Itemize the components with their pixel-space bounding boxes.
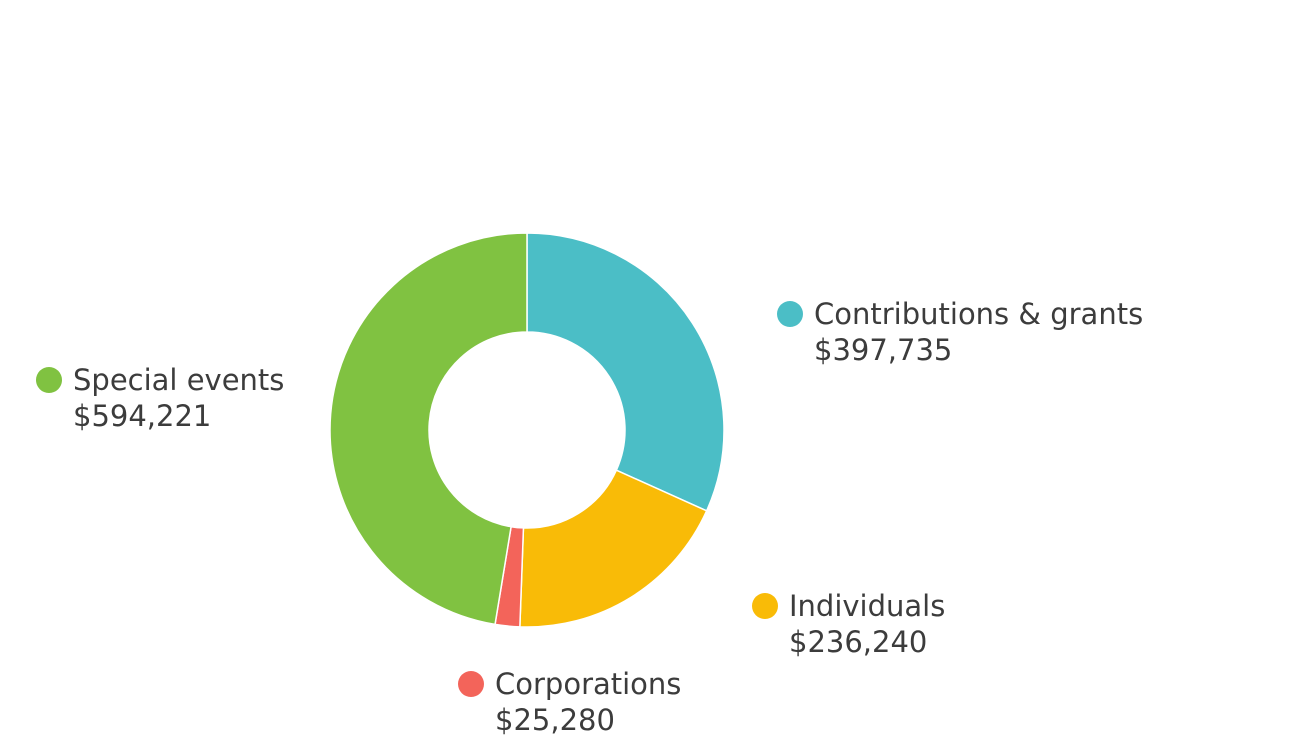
legend-label-contributions-and-grants: Contributions & grants bbox=[814, 297, 1143, 331]
slice-special-events[interactable] bbox=[329, 232, 528, 626]
legend-dot-special-events bbox=[36, 367, 62, 393]
legend-item-special-events: Special events$594,221 bbox=[36, 363, 284, 433]
legend-value-corporations: $25,280 bbox=[495, 703, 615, 737]
legend-item-contributions-and-grants: Contributions & grants$397,735 bbox=[777, 297, 1143, 367]
legend-label-corporations: Corporations bbox=[495, 667, 681, 701]
legend-dot-contributions-and-grants bbox=[777, 301, 803, 327]
slice-contributions-and-grants[interactable] bbox=[526, 232, 725, 512]
legend-item-corporations: Corporations$25,280 bbox=[458, 667, 681, 737]
slices bbox=[329, 232, 725, 628]
legend-dot-corporations bbox=[458, 671, 484, 697]
legend-label-special-events: Special events bbox=[73, 363, 284, 397]
legend-item-individuals: Individuals$236,240 bbox=[752, 589, 945, 659]
legend-value-special-events: $594,221 bbox=[73, 399, 211, 433]
legend-value-individuals: $236,240 bbox=[789, 625, 927, 659]
legend-label-individuals: Individuals bbox=[789, 589, 945, 623]
legend-value-contributions-and-grants: $397,735 bbox=[814, 333, 952, 367]
legend: Contributions & grants$397,735 Individual… bbox=[36, 297, 1143, 737]
slice-individuals[interactable] bbox=[519, 469, 708, 628]
legend-dot-individuals bbox=[752, 593, 778, 619]
